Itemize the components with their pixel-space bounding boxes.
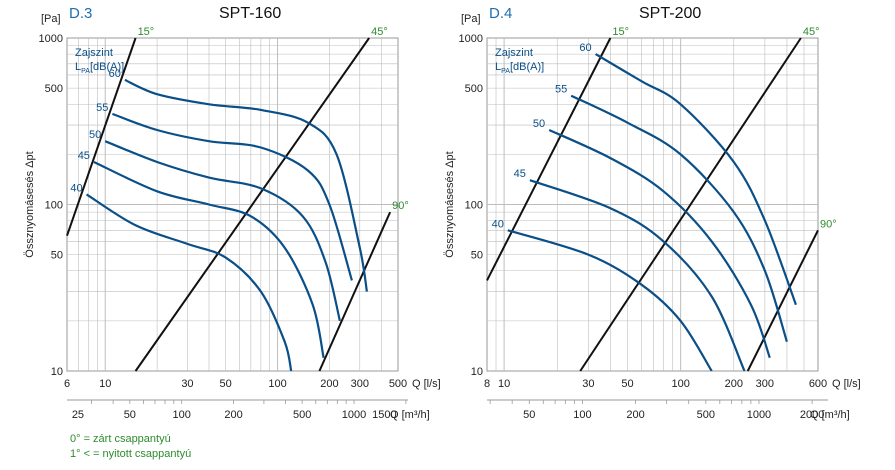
y-unit-label: [Pa] bbox=[41, 13, 61, 25]
noise-curve-label: 40 bbox=[70, 182, 82, 194]
y-tick-label: 50 bbox=[471, 250, 483, 262]
noise-curve-60 bbox=[124, 78, 368, 292]
lpa-label: LPA[dB(A)] bbox=[495, 61, 544, 75]
x-tick-label: 300 bbox=[756, 378, 774, 390]
x-tick-label: 500 bbox=[389, 378, 407, 390]
x-tick-label: 10 bbox=[498, 378, 510, 390]
damper-angle-label: 90° bbox=[820, 218, 837, 230]
damper-angle-label: 90° bbox=[392, 200, 409, 212]
y-tick-label: 10 bbox=[51, 366, 63, 378]
x-tick-label: 300 bbox=[351, 378, 369, 390]
noise-curve-50 bbox=[548, 129, 771, 359]
noise-curve-50 bbox=[104, 140, 341, 322]
x-tick-label: 30 bbox=[181, 378, 193, 390]
y-tick-label: 500 bbox=[465, 83, 483, 95]
noise-curve-label: 60 bbox=[579, 42, 591, 54]
y-tick-label: 50 bbox=[51, 250, 63, 262]
x-tick-label: 6 bbox=[64, 378, 70, 390]
x-tick-label: 200 bbox=[320, 378, 338, 390]
x-tick-label: 30 bbox=[582, 378, 594, 390]
y-tick-label: 500 bbox=[45, 83, 63, 95]
lpa-label: LPA[dB(A)] bbox=[75, 61, 124, 75]
x-tick-label: 10 bbox=[99, 378, 111, 390]
x2-tick-label: 200 bbox=[626, 409, 644, 421]
x2-tick-label: 2000 bbox=[800, 409, 824, 421]
x2-tick-label: 1500 bbox=[372, 409, 396, 421]
x-axis-label: Q [l/s] bbox=[412, 378, 441, 390]
x2-tick-label: 25 bbox=[72, 409, 84, 421]
noise-curve-label: 55 bbox=[96, 102, 108, 114]
x2-tick-label: 500 bbox=[697, 409, 715, 421]
y-axis-label: Össznyomásesés Δpt bbox=[24, 151, 36, 257]
noise-curve-label: 60 bbox=[109, 68, 121, 80]
noise-curve-label: 45 bbox=[514, 168, 526, 180]
x-axis-label: Q [l/s] bbox=[832, 378, 861, 390]
x-tick-label: 50 bbox=[220, 378, 232, 390]
noise-curve-label: 55 bbox=[555, 84, 567, 96]
y-tick-label: 100 bbox=[465, 200, 483, 212]
noise-curve-label: 50 bbox=[89, 129, 101, 141]
damper-angle-label: 45° bbox=[371, 26, 388, 38]
x2-tick-label: 50 bbox=[124, 409, 136, 421]
legend-open-text: 1° < = nyitott csappantyú bbox=[70, 448, 192, 460]
noise-curve-55 bbox=[112, 112, 353, 281]
x-tick-label: 200 bbox=[725, 378, 743, 390]
x-tick-label: 8 bbox=[484, 378, 490, 390]
damper-angle-label: 45° bbox=[803, 26, 820, 38]
noise-level-label: Zajszint bbox=[75, 47, 113, 59]
noise-curve-40 bbox=[86, 193, 293, 371]
y-tick-label: 10 bbox=[471, 366, 483, 378]
noise-curve-45 bbox=[93, 161, 325, 359]
chart-title: SPT-160 bbox=[219, 5, 281, 22]
damper-line bbox=[486, 37, 612, 281]
y-tick-label: 1000 bbox=[459, 33, 483, 45]
y-axis-label: Össznyomásesés Δpt bbox=[444, 151, 456, 257]
damper-legend: 0° = zárt csappantyú 1° < = nyitott csap… bbox=[70, 432, 191, 462]
grid bbox=[67, 38, 398, 371]
y-tick-label: 100 bbox=[45, 200, 63, 212]
noise-curve-60 bbox=[595, 53, 797, 306]
noise-curve-label: 40 bbox=[492, 218, 504, 230]
x-tick-label: 50 bbox=[621, 378, 633, 390]
x2-axis-label: Q [m³/h] bbox=[390, 409, 430, 421]
chart-id: D.4 bbox=[489, 5, 512, 22]
x-tick-label: 600 bbox=[809, 378, 827, 390]
x2-tick-label: 100 bbox=[173, 409, 191, 421]
x2-tick-label: 1000 bbox=[747, 409, 771, 421]
y-unit-label: [Pa] bbox=[461, 13, 481, 25]
y-tick-label: 1000 bbox=[39, 33, 63, 45]
x2-tick-label: 500 bbox=[293, 409, 311, 421]
x-tick-label: 100 bbox=[268, 378, 286, 390]
damper-angle-label: 15° bbox=[138, 26, 155, 38]
noise-curve-label: 45 bbox=[78, 150, 90, 162]
x2-tick-label: 1000 bbox=[342, 409, 366, 421]
noise-curve-55 bbox=[570, 94, 788, 343]
x2-tick-label: 200 bbox=[224, 409, 242, 421]
grid bbox=[487, 38, 818, 371]
x2-tick-label: 50 bbox=[523, 409, 535, 421]
damper-line bbox=[579, 37, 802, 372]
noise-curve-label: 50 bbox=[533, 118, 545, 130]
noise-curve-45 bbox=[529, 179, 746, 371]
noise-level-label: Zajszint bbox=[495, 47, 533, 59]
chart-title: SPT-200 bbox=[639, 5, 701, 22]
damper-line bbox=[318, 211, 392, 372]
legend-closed-text: 0° = zárt csappantyú bbox=[70, 433, 171, 445]
damper-line bbox=[746, 229, 819, 372]
x2-axis-label: Q [m³/h] bbox=[810, 409, 850, 421]
damper-line bbox=[134, 37, 370, 372]
x-tick-label: 100 bbox=[671, 378, 689, 390]
x2-tick-label: 100 bbox=[573, 409, 591, 421]
damper-angle-label: 15° bbox=[612, 26, 629, 38]
damper-line bbox=[66, 37, 137, 236]
noise-curve-40 bbox=[507, 229, 713, 371]
chart-id: D.3 bbox=[69, 5, 92, 22]
